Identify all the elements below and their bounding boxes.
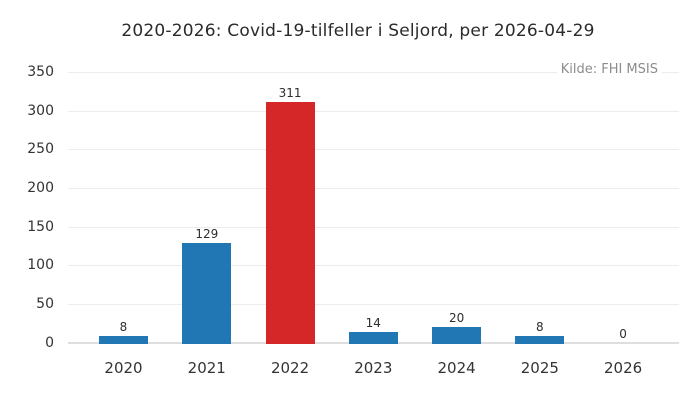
- y-tick-label-350: 350: [27, 64, 54, 80]
- bar-2023: [348, 331, 398, 344]
- bar-2021: [182, 242, 232, 344]
- value-label-2024: 20: [448, 311, 465, 326]
- value-label-2026: 0: [619, 326, 627, 341]
- y-tick-label-100: 100: [27, 257, 54, 274]
- x-tick-label-2024: 2024: [437, 359, 476, 377]
- value-label-2021: 129: [195, 226, 219, 241]
- gridline-150: [68, 226, 679, 228]
- gridline-250: [68, 149, 679, 151]
- gridline-200: [68, 187, 679, 189]
- gridline-100: [68, 265, 679, 267]
- bar-2025: [515, 336, 565, 344]
- y-tick-label-150: 150: [27, 218, 54, 235]
- bar-2024: [432, 327, 482, 344]
- gridline-350: [68, 72, 679, 73]
- chart-title: 2020-2026: Covid-19-tilfeller i Seljord,…: [121, 21, 595, 41]
- gridline-300: [68, 110, 679, 112]
- value-label-2022: 311: [278, 86, 302, 101]
- gridline-50: [68, 303, 679, 305]
- y-tick-label-250: 250: [27, 141, 54, 158]
- value-label-2020: 8: [119, 320, 128, 335]
- x-tick-label-2020: 2020: [104, 359, 143, 377]
- x-tick-label-2025: 2025: [520, 359, 559, 377]
- x-tick-label-2023: 2023: [354, 359, 393, 377]
- source-annotation: Kilde: FHI MSIS: [556, 62, 662, 77]
- x-tick-label-2022: 2022: [270, 359, 310, 377]
- bar-2022: [265, 102, 315, 344]
- y-tick-label-0: 0: [45, 334, 54, 351]
- y-tick-label-50: 50: [36, 295, 54, 312]
- bar-2020: [99, 336, 148, 344]
- y-tick-label-200: 200: [27, 179, 54, 196]
- x-tick-label-2021: 2021: [187, 359, 226, 377]
- value-label-2023: 14: [365, 315, 381, 330]
- x-tick-label-2026: 2026: [604, 359, 643, 377]
- value-label-2025: 8: [536, 320, 544, 335]
- y-tick-label-300: 300: [27, 102, 54, 119]
